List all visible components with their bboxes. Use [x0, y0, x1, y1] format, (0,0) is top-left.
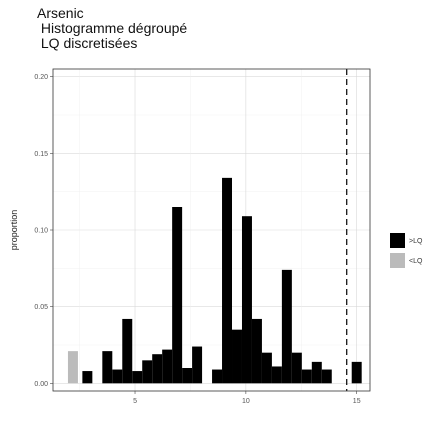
y-tick-label: 0.00	[34, 381, 48, 388]
histogram-bar	[192, 346, 203, 384]
histogram-bar	[182, 368, 193, 384]
title-line-2: Histogramme dégroupé	[37, 20, 188, 36]
histogram-bar	[82, 371, 93, 384]
y-tick-label: 0.15	[34, 151, 48, 158]
x-tick-label: 5	[133, 398, 137, 405]
histogram-bar	[281, 269, 292, 384]
legend: >LQ <LQ	[390, 233, 423, 268]
chart-title: Arsenic Histogramme dégroupé LQ discreti…	[37, 6, 187, 51]
histogram-bar	[351, 361, 362, 384]
histogram-bar	[321, 369, 332, 384]
y-tick-label: 0.05	[34, 304, 48, 311]
title-line-1: Arsenic	[37, 5, 84, 21]
y-axis-label: proportion	[9, 210, 19, 251]
histogram-bar	[162, 349, 173, 384]
histogram-bar	[261, 352, 272, 384]
bars	[67, 177, 362, 384]
legend-swatch	[390, 233, 405, 248]
histogram-bar	[222, 177, 233, 384]
histogram-bar	[291, 352, 302, 384]
y-tick-label: 0.20	[34, 74, 48, 81]
histogram-bar	[301, 369, 312, 384]
axes: 0.00 0.05 0.10 0.15 0.20 5 10 15	[34, 74, 360, 405]
histogram-bar	[172, 207, 183, 384]
grid-lines	[53, 69, 370, 391]
histogram-bar	[241, 216, 252, 384]
title-line-3: LQ discretisées	[37, 35, 138, 51]
x-tick-label: 15	[353, 398, 361, 405]
histogram-bar	[212, 369, 223, 384]
histogram-bar	[271, 366, 282, 384]
legend-label: <LQ	[409, 258, 423, 265]
x-tick-label: 10	[242, 398, 250, 405]
histogram-bar	[251, 318, 262, 384]
histogram-bar	[112, 369, 123, 384]
histogram-bar	[132, 371, 143, 384]
y-tick-label: 0.10	[34, 228, 48, 235]
histogram-bar	[142, 360, 153, 384]
histogram-bar	[232, 329, 242, 384]
histogram-bar	[122, 318, 133, 384]
legend-swatch	[390, 253, 405, 268]
legend-label: >LQ	[409, 238, 423, 245]
histogram-bar	[152, 354, 163, 384]
histogram-bar	[102, 351, 113, 384]
histogram-bar	[67, 351, 78, 384]
histogram-bar	[311, 361, 322, 384]
